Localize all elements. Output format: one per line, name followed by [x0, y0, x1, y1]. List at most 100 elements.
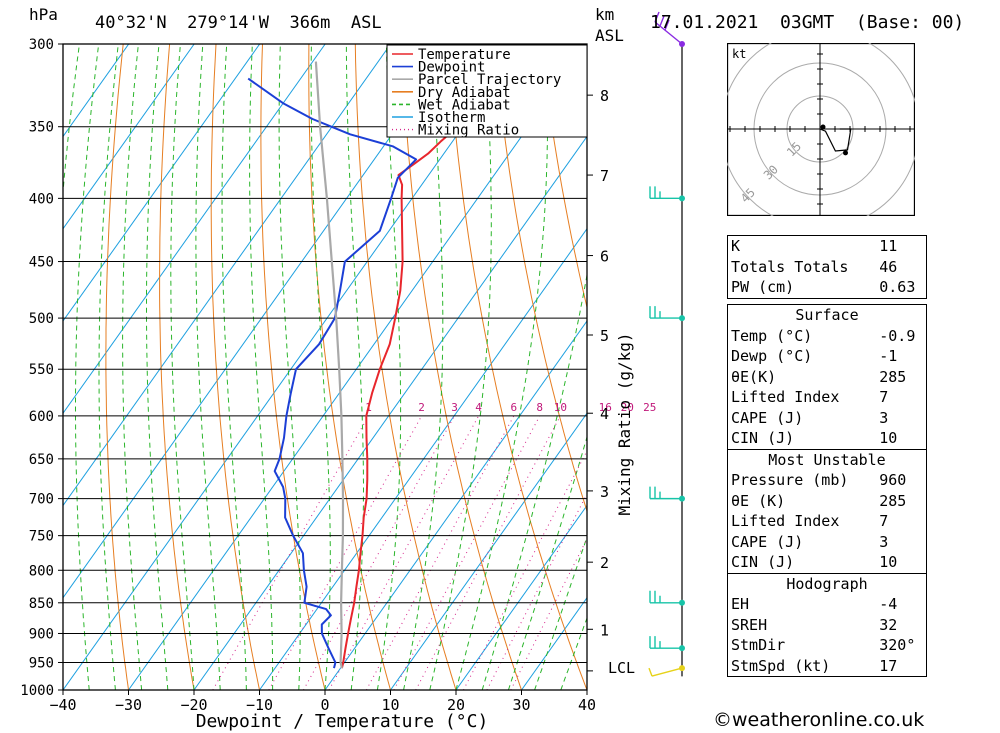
- wet-adiabat-line: [98, 44, 119, 690]
- mixing-ratio-label: 25: [643, 401, 656, 414]
- mixing-ratio-label: 8: [536, 401, 543, 414]
- wet-adiabat-line: [195, 44, 221, 690]
- isotherm-line: [63, 44, 130, 138]
- temperature-tick-label: 0: [320, 696, 329, 714]
- km-unit-label: km: [595, 5, 614, 24]
- mixing-ratio-label: 6: [510, 401, 517, 414]
- wet-adiabat-line: [75, 44, 100, 690]
- temperature-tick-label: 10: [381, 696, 399, 714]
- wind-barb: [649, 486, 682, 500]
- mixing-ratio-label: 20: [621, 401, 634, 414]
- temperature-tick-label: −20: [180, 696, 207, 714]
- pressure-tick-label: 300: [29, 37, 54, 53]
- surface-title: Surface: [727, 304, 927, 326]
- mixing-ratio-line: [365, 415, 515, 690]
- copyright-footer[interactable]: ©weatheronline.co.uk: [713, 709, 925, 731]
- temperature-tick-label: 20: [447, 696, 465, 714]
- km-tick-label: 7: [600, 167, 609, 185]
- wet-adiabat-line: [345, 44, 364, 690]
- hodograph-unit-label: kt: [732, 47, 746, 61]
- isotherm-line: [259, 227, 587, 690]
- mixing-ratio-line: [393, 415, 541, 690]
- most-unstable-title: Most Unstable: [727, 448, 927, 470]
- isotherm-line: [390, 412, 587, 690]
- asl-unit-label: ASL: [595, 26, 624, 45]
- wet-adiabat-line: [122, 44, 143, 690]
- mixing-ratio-label: 4: [475, 401, 482, 414]
- hodograph-title: Hodograph: [727, 572, 927, 594]
- index-row-k: K 11: [731, 237, 898, 255]
- dry-adiabat-line: [447, 44, 587, 690]
- mixing-ratio-label: 3: [451, 401, 458, 414]
- pressure-tick-label: 600: [29, 409, 54, 425]
- wind-barb: [648, 667, 683, 677]
- wind-barb: [649, 306, 682, 319]
- legend-entry: Dry Adiabat: [418, 85, 511, 101]
- wind-barb: [649, 590, 682, 604]
- pressure-tick-label: 700: [29, 492, 54, 508]
- plot-frame: [62, 43, 588, 691]
- km-tick-label: 5: [600, 327, 609, 345]
- isotherm-line: [63, 44, 261, 322]
- isotherm-line: [63, 44, 457, 599]
- legend-entry: Dewpoint: [418, 60, 485, 76]
- temperature-tick-label: −30: [115, 696, 142, 714]
- lcl-label: LCL: [608, 659, 635, 677]
- km-tick-label: 6: [600, 248, 609, 266]
- temperature-tick-label: −10: [246, 696, 273, 714]
- wind-barbs: [648, 11, 685, 677]
- wind-barb-shaft: [649, 186, 682, 200]
- wind-barb-shaft: [649, 486, 682, 500]
- pressure-tick-label: 900: [29, 626, 54, 642]
- wet-adiabat-line: [146, 44, 169, 690]
- km-tick-label: 1: [600, 621, 609, 639]
- location-label: 40°32'N 279°14'W 366m ASL: [95, 13, 382, 33]
- wet-adiabat-line: [507, 435, 587, 690]
- legend-entry: Temperature: [418, 47, 511, 63]
- pressure-tick-label: 750: [29, 529, 54, 545]
- hodograph-storm-point: [843, 150, 848, 156]
- isotherm-line: [63, 44, 326, 415]
- pressure-tick-label: 500: [29, 311, 54, 327]
- pressure-tick-label: 800: [29, 563, 54, 579]
- isotherm-line: [128, 44, 587, 690]
- pressure-tick-label: 650: [29, 452, 54, 468]
- hodograph-trace: [819, 128, 852, 152]
- mixing-ratio-line: [328, 415, 480, 690]
- datetime-label: 17.01.2021 03GMT (Base: 00): [650, 12, 964, 33]
- km-tick-label: 2: [600, 554, 609, 572]
- pressure-tick-label: 550: [29, 362, 54, 378]
- series-line-dewpoint: [247, 77, 418, 669]
- legend-box: [386, 44, 588, 138]
- dry-adiabat-line: [210, 44, 260, 690]
- wet-adiabat-line: [429, 44, 492, 690]
- stability-indices-table: K 11 Totals Totals 46 PW (cm) 0.63: [727, 235, 927, 299]
- km-axis: 8 7 6 5 4 3 2 1: [587, 87, 609, 672]
- wind-barb-shaft: [654, 11, 683, 45]
- mixing-ratio-line: [212, 415, 370, 690]
- isotherm-line: [455, 504, 587, 690]
- dry-adiabat-line: [401, 44, 522, 690]
- isotherm-line: [63, 44, 392, 507]
- temperature-tick-label: 40: [578, 696, 596, 714]
- x-axis-title: Dewpoint / Temperature (°C): [196, 711, 489, 732]
- pressure-tick-label: 1000: [20, 683, 54, 699]
- legend-entry: Wet Adiabat: [418, 97, 511, 113]
- mixing-ratio-label: 10: [554, 401, 567, 414]
- dry-adiabat-line: [959, 44, 1000, 690]
- grid-lines: [63, 44, 1000, 690]
- wet-adiabat-line: [221, 44, 247, 690]
- legend-entry: Mixing Ratio: [418, 123, 519, 139]
- series-line-parcel-trajectory: [314, 61, 345, 669]
- pressure-tick-label: 950: [29, 655, 54, 671]
- legend-entry: Parcel Trajectory: [418, 72, 561, 88]
- dry-adiabat-line: [540, 44, 587, 310]
- wind-barb: [649, 636, 682, 649]
- hodograph-start-point: [820, 124, 826, 130]
- isotherm-line: [63, 44, 195, 230]
- pressure-tick-label: 350: [29, 120, 54, 136]
- km-tick-label: 3: [600, 483, 609, 501]
